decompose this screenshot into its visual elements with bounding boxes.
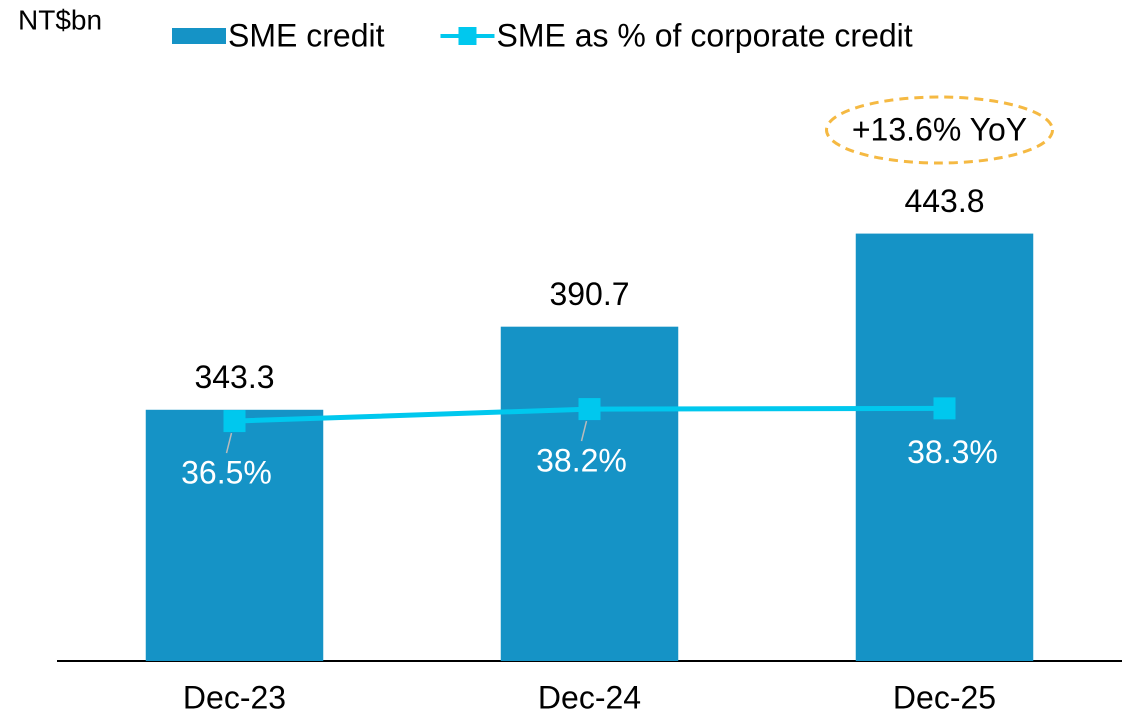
line-marker xyxy=(223,410,246,433)
annotation-outline xyxy=(825,95,1054,165)
bar-value-label: 343.3 xyxy=(194,359,274,395)
line-value-label: 38.3% xyxy=(907,434,998,470)
x-tick-label: Dec-23 xyxy=(183,679,286,715)
annotation: +13.6% YoY xyxy=(852,111,1027,147)
line-value-label: 36.5% xyxy=(181,455,272,491)
x-tick-label: Dec-24 xyxy=(538,679,641,715)
line-marker xyxy=(933,397,956,420)
line-value-label: 38.2% xyxy=(536,443,627,479)
bar xyxy=(855,233,1034,661)
x-tick-label: Dec-25 xyxy=(893,679,996,715)
legend-swatch xyxy=(458,27,477,45)
line-marker xyxy=(578,398,601,421)
leader-line xyxy=(580,420,588,442)
bar xyxy=(145,409,324,661)
leader-line xyxy=(225,432,233,454)
bar xyxy=(500,326,679,661)
unit-label: NT$bn xyxy=(18,4,102,35)
legend-label: SME as % of corporate credit xyxy=(496,17,912,53)
bar-value-label: 390.7 xyxy=(549,276,629,312)
legend-swatch xyxy=(172,28,226,44)
bar-value-label: 443.8 xyxy=(904,183,984,219)
legend-label: SME credit xyxy=(228,17,385,53)
